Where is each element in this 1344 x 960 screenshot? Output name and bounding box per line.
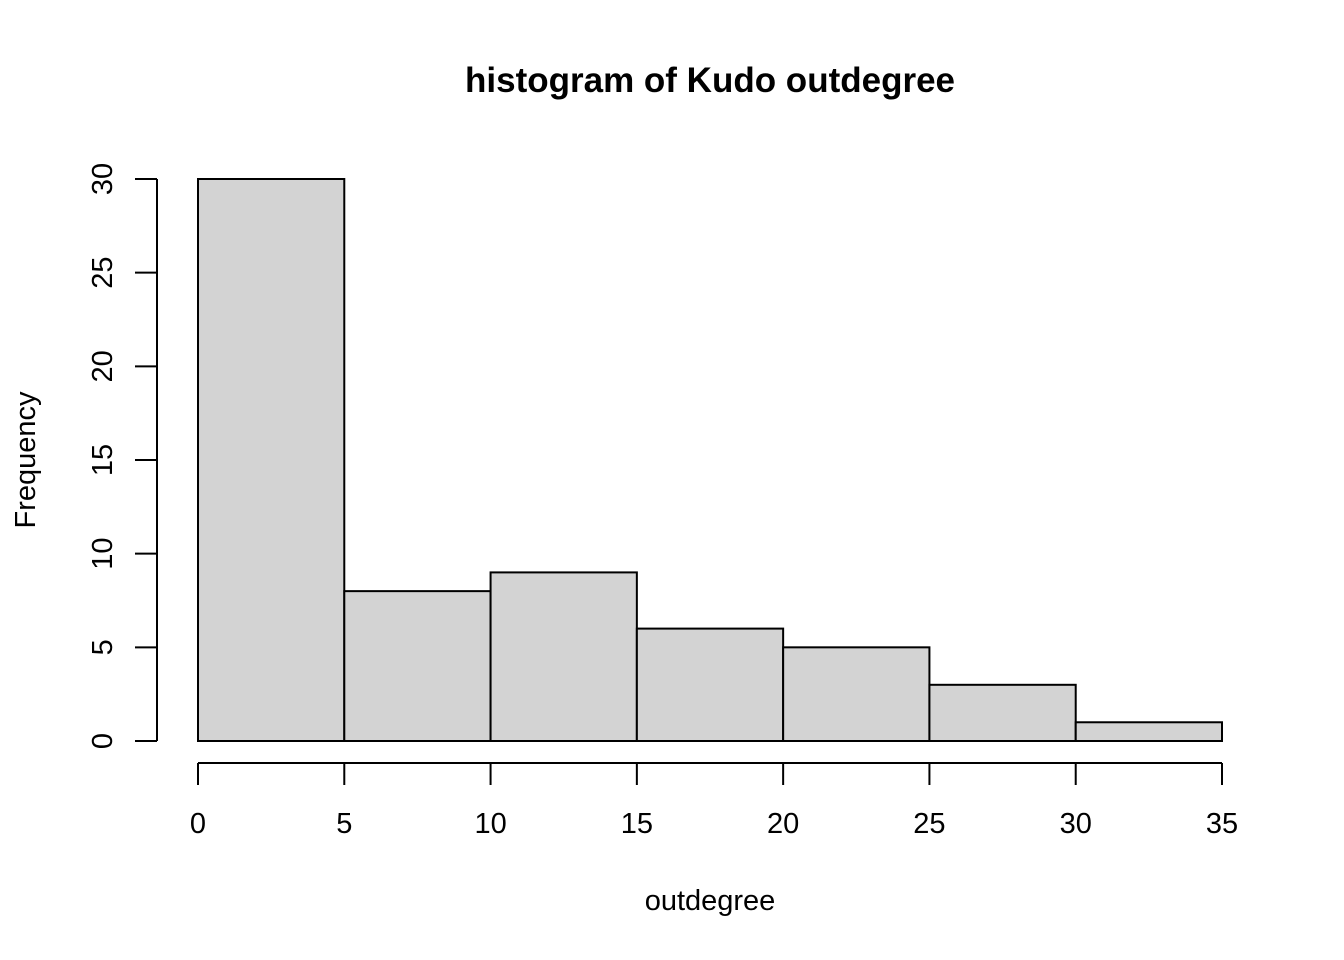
bars-group: [197, 178, 1223, 743]
x-tick-label-0: 0: [190, 808, 206, 840]
histogram-bar-3: [635, 627, 785, 742]
histogram-bar-2: [489, 571, 638, 743]
x-tick-label-3: 15: [621, 808, 653, 840]
y-tick-label-0: 0: [87, 733, 119, 749]
histogram-bar-6: [1074, 721, 1223, 742]
x-tick-label-6: 30: [1060, 808, 1092, 840]
histogram-bar-0: [197, 178, 346, 742]
y-tick-label-4: 20: [87, 350, 119, 382]
x-tick-label-1: 5: [336, 808, 352, 840]
x-tick-label-5: 25: [913, 808, 945, 840]
x-tick-label-4: 20: [767, 808, 799, 840]
y-axis-label: Frequency: [10, 391, 42, 529]
y-tick-label-2: 10: [87, 538, 119, 570]
x-tick-label-2: 10: [474, 808, 506, 840]
x-tick-label-7: 35: [1206, 808, 1238, 840]
y-tick-label-1: 5: [87, 639, 119, 655]
histogram-bar-5: [928, 683, 1077, 742]
y-tick-label-3: 15: [87, 444, 119, 476]
x-axis: 0 5 10 15 20 25 30 35: [190, 762, 1238, 840]
y-axis: 0 5 10 15 20 25 30: [87, 163, 158, 749]
y-tick-label-5: 25: [87, 257, 119, 289]
x-axis-label: outdegree: [645, 885, 776, 917]
y-tick-label-6: 30: [87, 163, 119, 195]
chart-title: histogram of Kudo outdegree: [465, 61, 955, 100]
histogram-bar-1: [343, 590, 492, 743]
histogram-bar-4: [782, 646, 931, 742]
